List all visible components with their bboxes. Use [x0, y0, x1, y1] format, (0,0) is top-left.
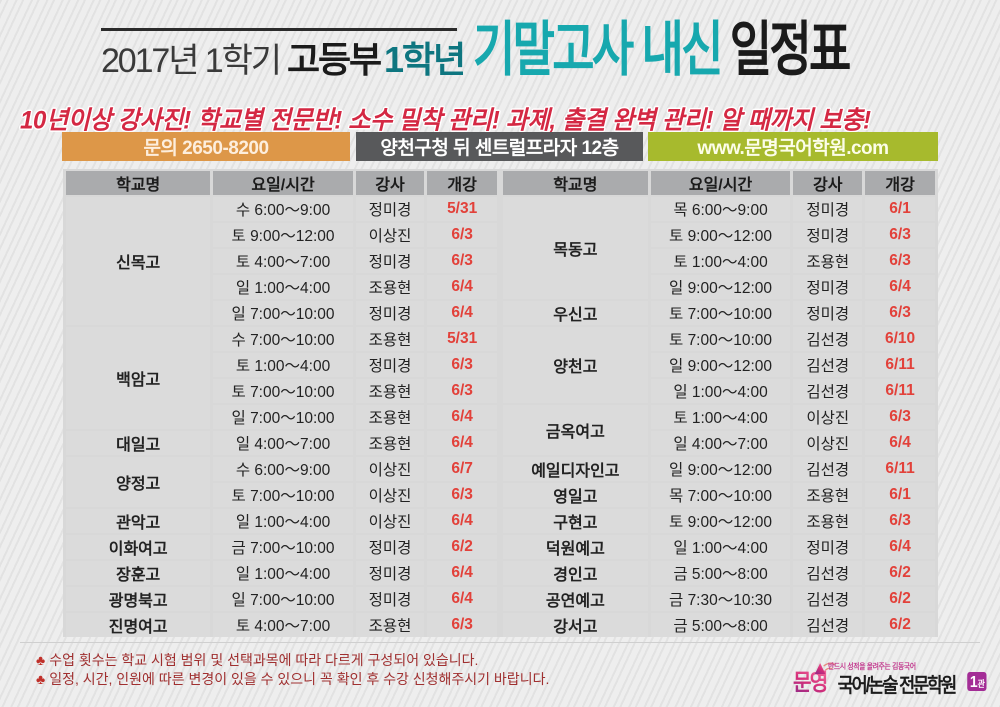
svg-text:국어/논술 전문학원: 국어/논술 전문학원 [838, 674, 956, 696]
svg-text:반드시 성적을 올려주는 김동국어: 반드시 성적을 올려주는 김동국어 [828, 662, 916, 672]
